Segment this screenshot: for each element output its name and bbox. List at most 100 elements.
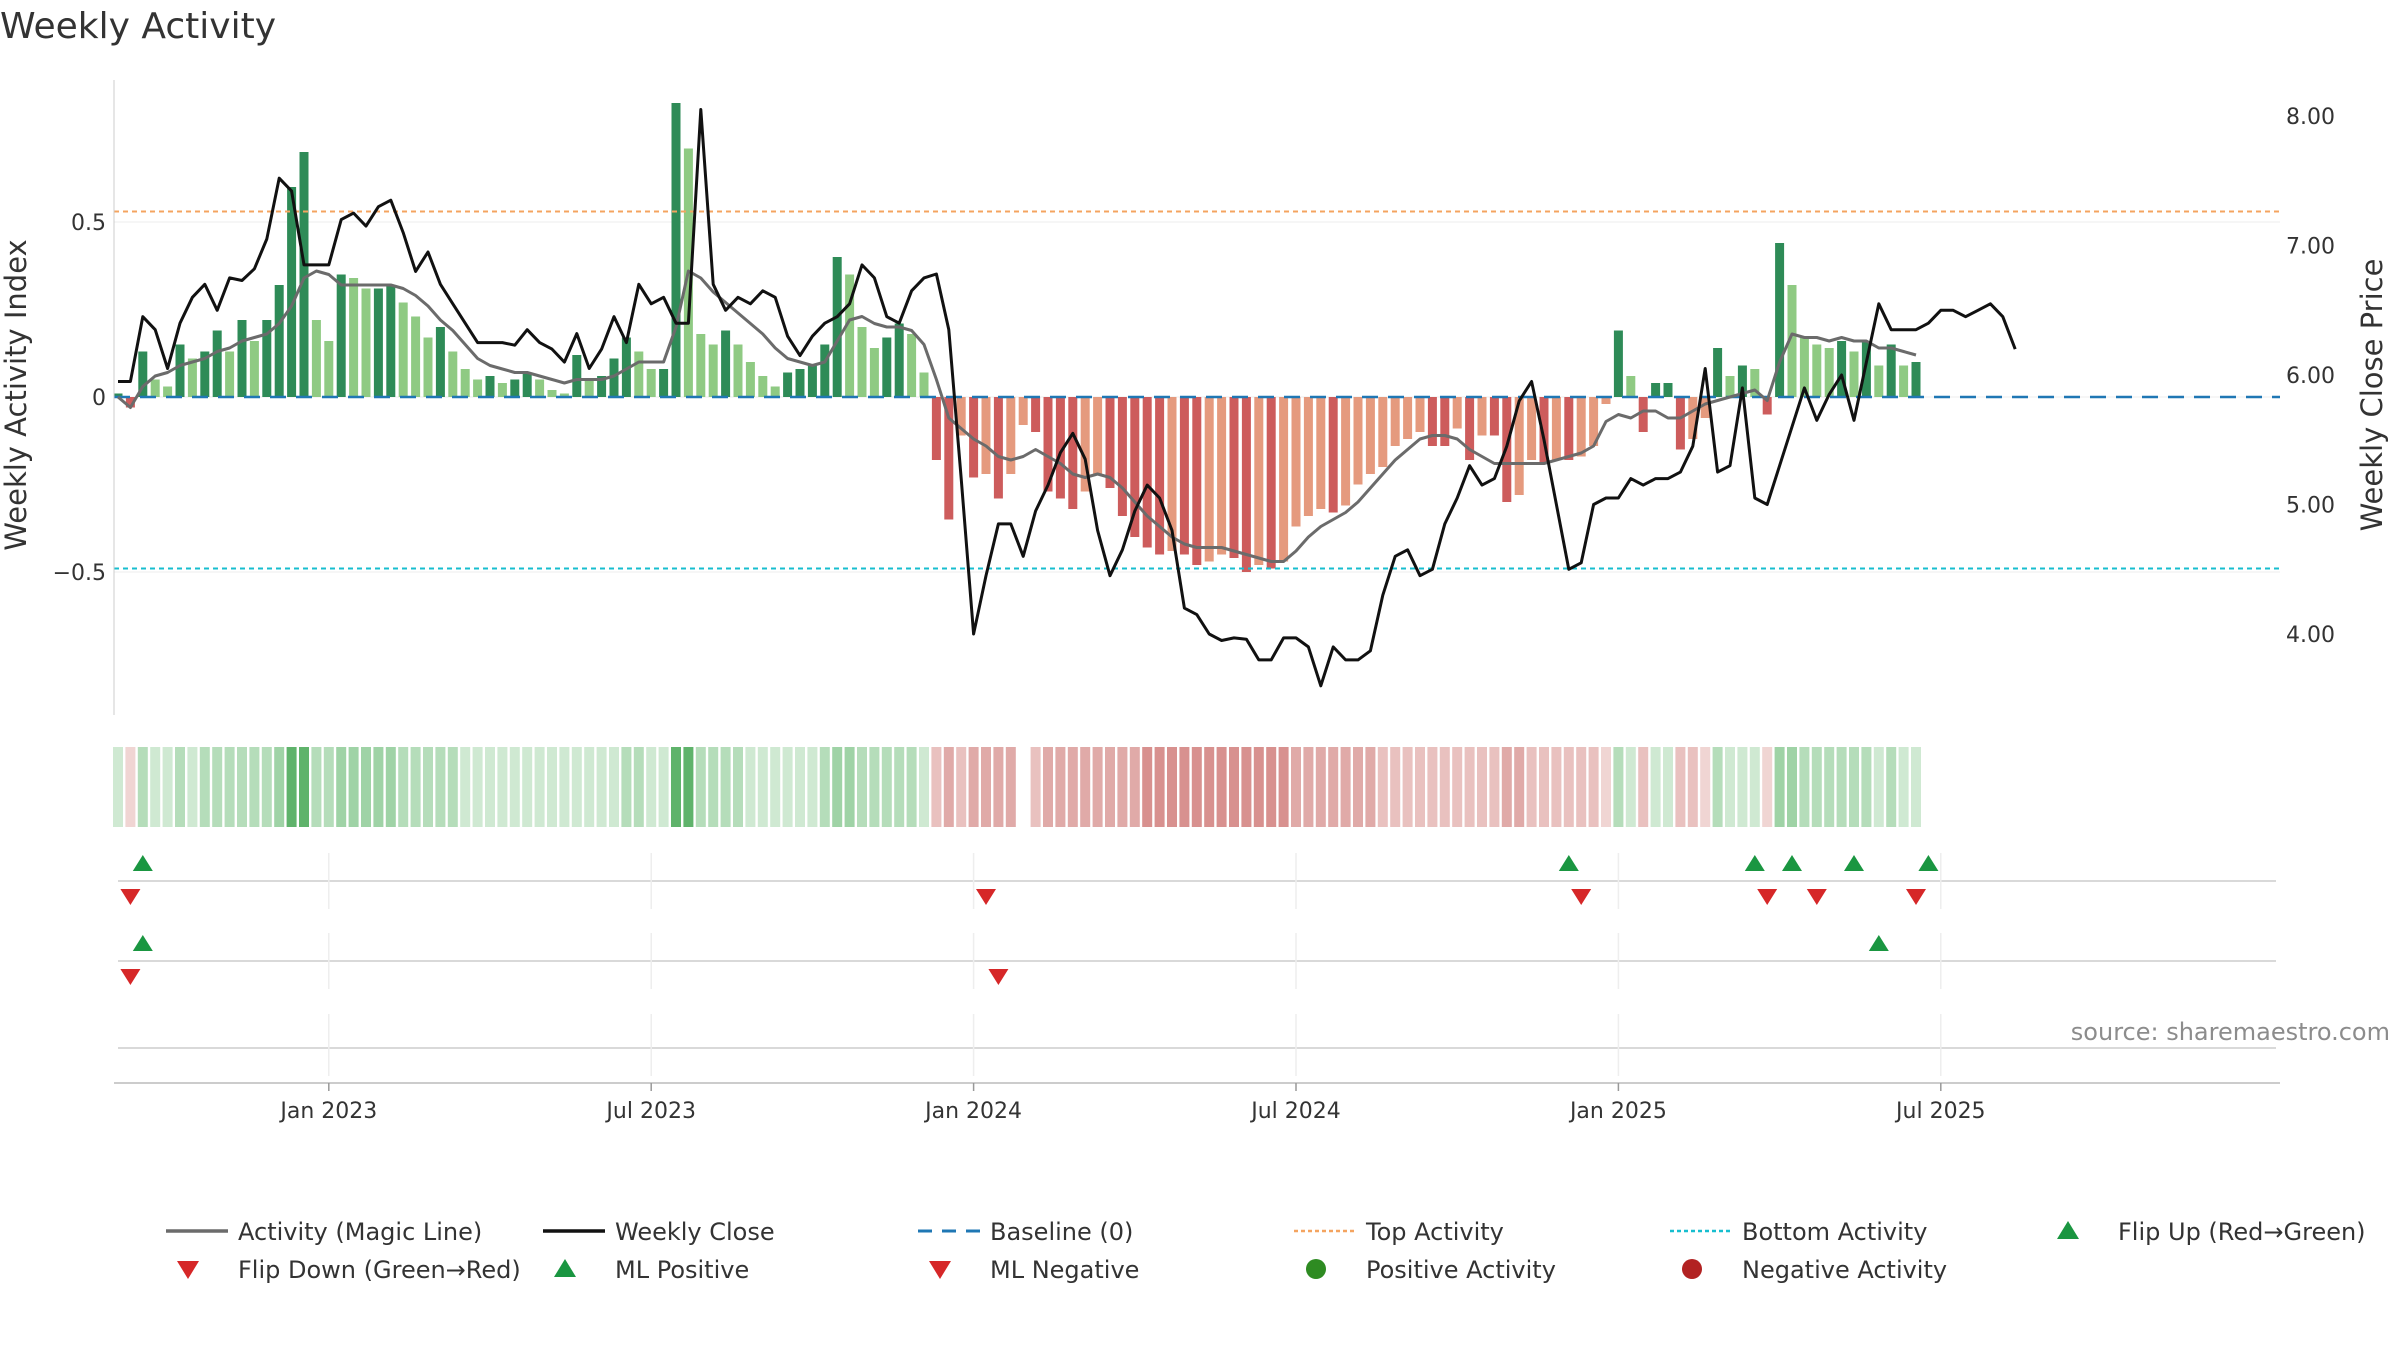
y-tick-label-right: 8.00 (2286, 105, 2335, 130)
heat-cell (1092, 747, 1103, 827)
activity-bar (1279, 397, 1289, 562)
heat-cell (1501, 747, 1512, 827)
activity-bar (373, 288, 383, 397)
heat-cell (1477, 747, 1487, 827)
activity-bar (993, 397, 1003, 499)
activity-bar (1105, 397, 1115, 488)
flip-down-marker (1806, 889, 1827, 905)
heat-cell (956, 747, 967, 827)
heat-cell (1117, 747, 1128, 827)
activity-bar (1589, 397, 1599, 446)
activity-bar (1700, 397, 1710, 418)
activity-bar (1899, 365, 1909, 397)
activity-bar (1688, 397, 1698, 439)
activity-bar (1031, 397, 1041, 432)
activity-bar (1167, 397, 1177, 551)
legend-label: Activity (Magic Line) (238, 1218, 482, 1246)
heat-cell (1427, 747, 1438, 827)
heat-cell (633, 747, 644, 827)
heat-cell (373, 747, 384, 827)
activity-bar (1613, 330, 1623, 397)
heat-cell (596, 747, 607, 827)
activity-bar (1254, 397, 1264, 565)
flip-up-marker (1782, 855, 1802, 871)
y-tick-label-right: 7.00 (2286, 235, 2335, 260)
heat-cell (844, 747, 855, 827)
activity-bar (522, 372, 532, 397)
heat-cell (683, 747, 694, 827)
activity-bar (572, 355, 582, 397)
heat-cell (1687, 747, 1698, 827)
activity-bar (249, 341, 259, 397)
heat-cell (646, 747, 657, 827)
activity-heat-strip (113, 747, 1921, 827)
activity-bar (745, 362, 755, 397)
heat-cell (1142, 747, 1153, 827)
activity-bar (1415, 397, 1425, 432)
activity-bar (1737, 365, 1747, 397)
activity-bar (832, 257, 842, 397)
heat-cell (150, 747, 161, 827)
heat-cell (522, 747, 533, 827)
heat-cell (1588, 747, 1599, 827)
activity-bar (1378, 397, 1388, 467)
heat-cell (1700, 747, 1711, 827)
activity-bars (113, 103, 1921, 572)
legend-item-flip-up: Flip Up (Red→Green) (2057, 1218, 2366, 1246)
activity-bar (1638, 397, 1648, 432)
y-tick-label-right: 5.00 (2286, 494, 2335, 519)
activity-bar (311, 320, 321, 397)
heat-cell (187, 747, 198, 827)
activity-bar (274, 285, 284, 397)
heat-cell (720, 747, 731, 827)
heat-cell (782, 747, 793, 827)
heat-cell (1415, 747, 1425, 827)
activity-bar (795, 369, 805, 397)
activity-bar (435, 327, 445, 397)
heat-cell (497, 747, 508, 827)
activity-bar (212, 330, 222, 397)
heat-cell (757, 747, 768, 827)
activity-bar (1775, 243, 1785, 397)
heat-cell (447, 747, 458, 827)
heat-cell (1563, 747, 1574, 827)
heat-cell (175, 747, 185, 827)
x-tick-label: Jan 2024 (923, 1099, 1022, 1124)
heat-cell (137, 747, 148, 827)
activity-bar (1204, 397, 1214, 562)
flip-down-marker (1757, 889, 1778, 905)
flip-up-marker (1558, 855, 1579, 871)
activity-bar (1217, 397, 1227, 555)
heat-cell (1911, 747, 1921, 827)
activity-bar (1886, 344, 1896, 397)
heat-cell (1787, 747, 1797, 827)
heat-cell (398, 747, 409, 827)
heat-cell (1849, 747, 1859, 827)
activity-bar (510, 379, 520, 397)
legend-item-weekly-close: Weekly Close (543, 1218, 775, 1246)
heat-cell (1638, 747, 1649, 827)
activity-bar (398, 302, 408, 397)
activity-bar (1675, 397, 1685, 450)
heat-cell (1253, 747, 1264, 827)
heat-cell (1390, 747, 1401, 827)
heat-cell (1377, 747, 1388, 827)
activity-bar (559, 393, 569, 397)
flip-up-marker (1844, 855, 1864, 871)
activity-bar (1117, 397, 1127, 516)
activity-bar (646, 369, 656, 397)
heat-cell (261, 747, 272, 827)
activity-bar (1068, 397, 1078, 509)
flip-down-marker (120, 889, 141, 905)
activity-bar (411, 316, 421, 397)
activity-bar (163, 386, 173, 397)
activity-bar (659, 369, 669, 397)
x-tick-label: Jul 2024 (1249, 1099, 1341, 1124)
heat-cell (559, 747, 570, 827)
heat-cell (1725, 747, 1735, 827)
activity-bar (1874, 365, 1884, 397)
heat-cell (968, 747, 979, 827)
legend-item-negative-activity: Negative Activity (1682, 1256, 1947, 1284)
heat-cell (1663, 747, 1673, 827)
